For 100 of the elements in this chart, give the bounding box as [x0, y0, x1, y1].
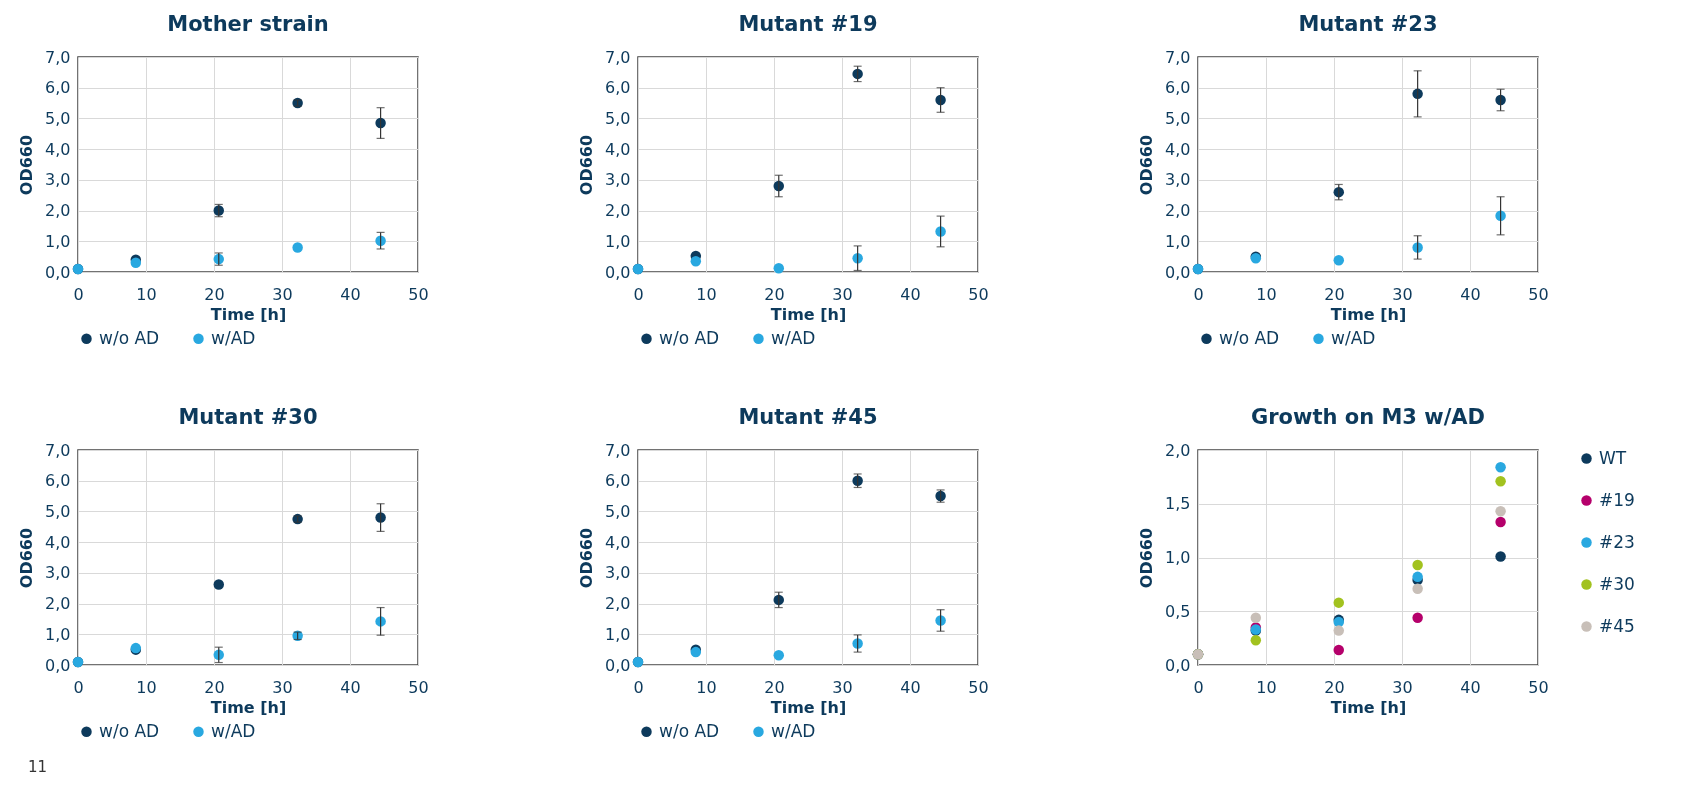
- legend-label: w/o AD: [1219, 327, 1280, 348]
- chart-title: Mutant #30: [178, 405, 318, 429]
- text: 11: [28, 758, 48, 776]
- x-axis-title: Time [h]: [210, 304, 287, 324]
- y-tick-label: 6,0: [45, 78, 71, 98]
- y-tick-label: 1,0: [1165, 548, 1191, 567]
- y-tick-label: 5,0: [45, 501, 71, 521]
- y-tick-label: 3,0: [45, 170, 71, 190]
- y-tick-label: 3,0: [45, 563, 71, 583]
- x-tick-label: 50: [1528, 677, 1549, 697]
- x-tick-label: 10: [1256, 284, 1277, 304]
- x-tick-label: 30: [832, 677, 853, 697]
- x-tick-label: 20: [204, 284, 225, 304]
- x-tick-label: 20: [204, 677, 225, 697]
- y-tick-label: 4,0: [605, 532, 631, 552]
- x-tick-label: 20: [764, 677, 785, 697]
- x-tick-label: 50: [408, 284, 429, 304]
- chart-title: Growth on M3 w/AD: [1251, 405, 1485, 429]
- y-tick-label: 7,0: [45, 440, 71, 460]
- y-tick-label: 6,0: [45, 471, 71, 491]
- legend-label: w/o AD: [659, 327, 720, 348]
- x-tick-label: 0: [73, 677, 84, 697]
- y-tick-label: 2,0: [605, 594, 631, 614]
- y-tick-label: 3,0: [1165, 170, 1191, 190]
- y-tick-label: 0,0: [1165, 262, 1191, 282]
- y-tick-label: 1,0: [45, 231, 71, 251]
- x-tick-label: 40: [1460, 284, 1481, 304]
- x-tick-label: 30: [1392, 677, 1413, 697]
- legend-label: w/AD: [1331, 327, 1376, 348]
- chart-title: Mother strain: [167, 12, 329, 36]
- y-tick-label: 1,0: [45, 624, 71, 644]
- x-tick-label: 0: [73, 284, 84, 304]
- y-tick-label: 5,0: [1165, 108, 1191, 128]
- y-tick-label: 1,5: [1165, 494, 1191, 514]
- legend-label: w/o AD: [99, 327, 160, 348]
- legend-label: #45: [1599, 615, 1635, 636]
- x-tick-label: 40: [1460, 677, 1481, 697]
- x-tick-label: 10: [136, 284, 157, 304]
- y-tick-label: 4,0: [45, 532, 71, 552]
- x-tick-label: 50: [968, 677, 989, 697]
- x-tick-label: 0: [633, 284, 644, 304]
- y-tick-label: 2,0: [1165, 201, 1191, 221]
- x-tick-label: 10: [696, 284, 717, 304]
- y-tick-label: 0,0: [605, 655, 631, 675]
- x-tick-label: 40: [340, 284, 361, 304]
- x-tick-label: 50: [408, 677, 429, 697]
- y-axis-title: OD660: [1137, 527, 1157, 589]
- legend-label: w/o AD: [659, 720, 720, 741]
- legend-label: #19: [1599, 489, 1635, 510]
- chart-title: Mutant #23: [1298, 12, 1438, 36]
- legend-label: w/AD: [211, 720, 256, 741]
- y-tick-label: 7,0: [605, 47, 631, 67]
- y-tick-label: 4,0: [1165, 139, 1191, 159]
- y-axis-title: OD660: [17, 134, 37, 196]
- x-tick-label: 0: [633, 677, 644, 697]
- x-tick-label: 20: [1324, 677, 1345, 697]
- chart-title: Mutant #45: [738, 405, 878, 429]
- legend-label: WT: [1599, 447, 1627, 468]
- x-tick-label: 40: [340, 677, 361, 697]
- x-tick-label: 0: [1193, 677, 1204, 697]
- x-tick-label: 10: [136, 677, 157, 697]
- y-axis-title: OD660: [1137, 134, 1157, 196]
- x-tick-label: 30: [272, 677, 293, 697]
- x-tick-label: 10: [696, 677, 717, 697]
- y-tick-label: 5,0: [45, 108, 71, 128]
- x-tick-label: 20: [764, 284, 785, 304]
- x-tick-label: 30: [832, 284, 853, 304]
- y-tick-label: 2,0: [1165, 440, 1191, 460]
- x-axis-title: Time [h]: [1330, 304, 1407, 324]
- y-tick-label: 3,0: [605, 170, 631, 190]
- y-tick-label: 1,0: [605, 231, 631, 251]
- legend-label: w/o AD: [99, 720, 160, 741]
- y-tick-label: 2,0: [45, 201, 71, 221]
- y-tick-label: 5,0: [605, 108, 631, 128]
- x-tick-label: 40: [900, 677, 921, 697]
- legend-label: #30: [1599, 573, 1635, 594]
- legend-label: w/AD: [771, 720, 816, 741]
- x-axis-title: Time [h]: [210, 697, 287, 717]
- x-tick-label: 50: [1528, 284, 1549, 304]
- y-tick-label: 0,0: [1165, 655, 1191, 675]
- y-tick-label: 6,0: [1165, 78, 1191, 98]
- y-tick-label: 4,0: [45, 139, 71, 159]
- y-tick-label: 4,0: [605, 139, 631, 159]
- x-tick-label: 0: [1193, 284, 1204, 304]
- legend-label: w/AD: [211, 327, 256, 348]
- y-tick-label: 0,0: [45, 655, 71, 675]
- x-tick-label: 30: [1392, 284, 1413, 304]
- y-tick-label: 5,0: [605, 501, 631, 521]
- x-axis-title: Time [h]: [770, 304, 847, 324]
- y-tick-label: 7,0: [1165, 47, 1191, 67]
- x-tick-label: 20: [1324, 284, 1345, 304]
- y-tick-label: 7,0: [45, 47, 71, 67]
- x-axis-title: Time [h]: [770, 697, 847, 717]
- y-tick-label: 3,0: [605, 563, 631, 583]
- y-tick-label: 7,0: [605, 440, 631, 460]
- y-axis-title: OD660: [577, 527, 597, 589]
- y-tick-label: 2,0: [45, 594, 71, 614]
- x-tick-label: 10: [1256, 677, 1277, 697]
- legend-label: w/AD: [771, 327, 816, 348]
- x-tick-label: 50: [968, 284, 989, 304]
